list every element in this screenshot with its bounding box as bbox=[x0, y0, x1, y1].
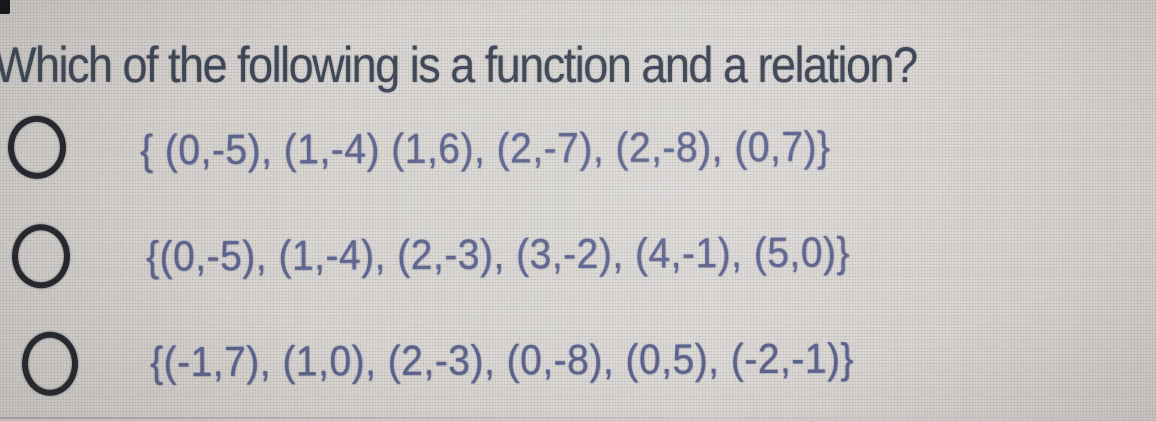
option-row-1[interactable]: { (0,-5), (1,-4) (1,6), (2,-7), (2,-8), … bbox=[0, 103, 1156, 195]
radio-button-option-3[interactable] bbox=[21, 331, 79, 396]
option-label-1: { (0,-5), (1,-4) (1,6), (2,-7), (2,-8), … bbox=[139, 123, 831, 174]
question-text: Which of the following is a function and… bbox=[0, 36, 918, 94]
radio-button-option-1[interactable] bbox=[7, 115, 67, 179]
radio-button-option-2[interactable] bbox=[11, 224, 71, 289]
option-row-2[interactable]: {(0,-5), (1,-4), (2,-3), (3,-2), (4,-1),… bbox=[0, 208, 1156, 301]
option-label-2: {(0,-5), (1,-4), (2,-3), (3,-2), (4,-1),… bbox=[145, 229, 851, 281]
option-row-3[interactable]: {(-1,7), (1,0), (2,-3), (0,-8), (0,5), (… bbox=[0, 315, 1156, 407]
corner-mark bbox=[0, 0, 10, 14]
option-label-3: {(-1,7), (1,0), (2,-3), (0,-8), (0,5), (… bbox=[149, 335, 855, 386]
bottom-edge-line bbox=[0, 417, 1156, 419]
